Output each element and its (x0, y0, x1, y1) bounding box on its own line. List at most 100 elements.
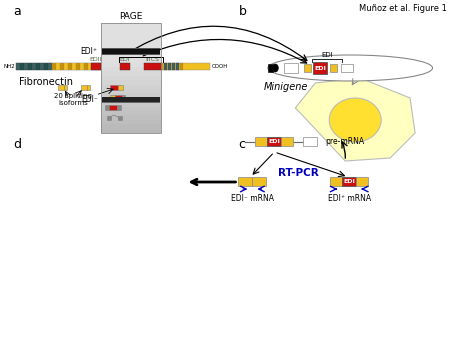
Bar (100, 63, 104, 70)
Text: IIICS: IIICS (146, 57, 160, 62)
Ellipse shape (329, 98, 381, 142)
Bar (140, 63, 144, 70)
Text: COOH: COOH (212, 64, 228, 69)
Text: Fibronectin: Fibronectin (19, 77, 73, 87)
Text: EDI: EDI (321, 52, 333, 58)
Bar (304, 64, 311, 72)
Bar (107, 116, 111, 120)
Bar (101, 62, 161, 67)
Bar (152, 63, 155, 70)
Text: a: a (13, 5, 21, 18)
Bar (52, 63, 56, 70)
Bar (116, 63, 119, 70)
Bar (101, 80, 161, 84)
Bar (101, 49, 161, 54)
Bar (44, 63, 48, 70)
Bar (24, 63, 27, 70)
Bar (132, 63, 135, 70)
Bar (101, 53, 161, 58)
Bar (36, 63, 40, 70)
Bar (135, 63, 140, 70)
Bar (268, 64, 273, 72)
Bar (101, 27, 161, 32)
Bar (176, 63, 180, 70)
Bar (20, 63, 24, 70)
Bar (342, 177, 356, 186)
Text: RT-PCR: RT-PCR (278, 168, 319, 178)
Bar (115, 95, 122, 100)
Text: pre-mRNA: pre-mRNA (325, 137, 364, 146)
Ellipse shape (272, 64, 279, 72)
Polygon shape (295, 78, 415, 161)
Bar (48, 63, 52, 70)
Bar (112, 63, 116, 70)
Text: EDII: EDII (90, 57, 102, 62)
Bar (28, 63, 32, 70)
Bar (101, 119, 161, 124)
Bar (104, 63, 108, 70)
Bar (102, 48, 160, 49)
Bar (101, 115, 161, 120)
Text: EDI⁺ mRNA: EDI⁺ mRNA (328, 194, 371, 203)
Bar (101, 23, 161, 133)
Bar (102, 54, 160, 55)
Bar (117, 105, 121, 110)
Bar (101, 128, 161, 133)
Bar (167, 63, 171, 70)
Bar (40, 63, 44, 70)
Bar (238, 177, 252, 186)
Bar (101, 31, 161, 36)
Bar (110, 95, 115, 100)
Bar (58, 85, 64, 90)
Bar (267, 137, 281, 146)
Bar (101, 23, 161, 27)
Bar (101, 67, 161, 71)
Text: EDI: EDI (268, 139, 280, 144)
Bar (148, 63, 151, 70)
Bar (117, 85, 123, 90)
Bar (128, 63, 131, 70)
Bar (88, 63, 91, 70)
Bar (252, 177, 266, 186)
Bar (80, 63, 84, 70)
Bar (102, 49, 160, 54)
Bar (101, 124, 161, 128)
Bar (109, 105, 117, 110)
Bar (156, 63, 159, 70)
Bar (101, 106, 161, 111)
Bar (167, 63, 171, 70)
Text: EDI⁻ mRNA: EDI⁻ mRNA (231, 194, 274, 203)
Text: EDI: EDI (119, 57, 130, 62)
Bar (117, 116, 122, 120)
Bar (163, 63, 167, 70)
Bar (60, 63, 63, 70)
Bar (341, 64, 353, 72)
Text: Muñoz et al. Figure 1: Muñoz et al. Figure 1 (359, 4, 447, 13)
Bar (101, 75, 161, 80)
Bar (101, 97, 161, 102)
Bar (101, 84, 161, 89)
Text: EDI⁺: EDI⁺ (81, 47, 98, 56)
Bar (163, 63, 167, 70)
Ellipse shape (268, 55, 432, 81)
Text: Minigene: Minigene (263, 82, 308, 92)
Bar (87, 85, 90, 90)
Bar (91, 63, 101, 70)
Bar (256, 137, 267, 146)
Bar (144, 63, 148, 70)
Bar (76, 63, 80, 70)
Bar (72, 63, 76, 70)
Bar (356, 177, 368, 186)
Text: 20 splicing
isoforms: 20 splicing isoforms (54, 93, 92, 106)
Bar (64, 85, 67, 90)
Bar (64, 63, 68, 70)
Bar (101, 36, 161, 41)
Bar (180, 63, 183, 70)
Bar (105, 105, 109, 110)
Bar (281, 137, 293, 146)
Bar (81, 85, 87, 90)
Bar (122, 95, 125, 100)
Text: d: d (13, 138, 21, 151)
Bar (32, 63, 36, 70)
Bar (84, 63, 88, 70)
